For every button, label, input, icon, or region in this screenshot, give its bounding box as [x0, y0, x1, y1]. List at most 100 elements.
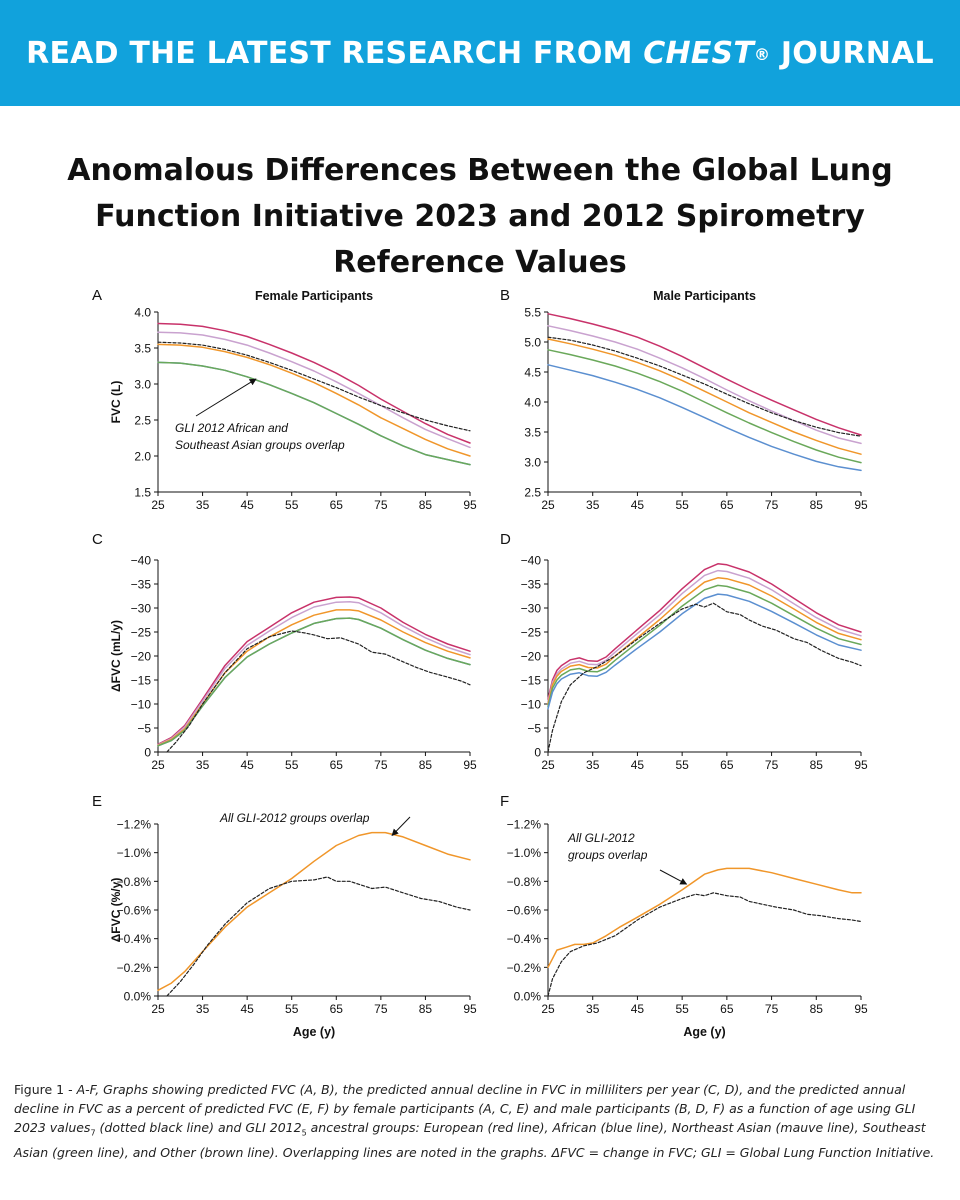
registered-mark: ® — [753, 44, 771, 64]
x-axis-label-f: Age (y) — [683, 1025, 725, 1039]
caption-text-b: (dotted black line) and GLI 2012 — [95, 1120, 302, 1135]
x-tick-label-b: 35 — [586, 498, 600, 512]
y-tick-label-c: −15 — [131, 674, 152, 688]
y-tick-label-e: −0.4% — [117, 932, 152, 946]
caption-lead: Figure 1 - — [14, 1082, 77, 1097]
x-tick-label-b: 75 — [765, 498, 779, 512]
panel-letter-c: C — [92, 531, 103, 548]
x-tick-label-c: 55 — [285, 758, 299, 772]
y-tick-label-b: 4.5 — [524, 366, 541, 380]
y-tick-label-a: 1.5 — [134, 486, 151, 500]
series-line-gli-2023-c — [166, 630, 471, 753]
x-tick-label-d: 75 — [765, 758, 779, 772]
y-tick-label-c: −20 — [131, 650, 152, 664]
x-tick-label-d: 85 — [810, 758, 824, 772]
series-line-gli-2023-b — [547, 336, 862, 437]
x-tick-label-b: 45 — [631, 498, 645, 512]
x-tick-label-e: 55 — [285, 1002, 299, 1016]
series-line-gli-2023-f — [547, 892, 862, 997]
x-tick-label-d: 35 — [586, 758, 600, 772]
annotation-text-f: groups overlap — [568, 848, 648, 862]
y-tick-label-e: −0.8% — [117, 875, 152, 889]
x-tick-label-e: 25 — [151, 1002, 165, 1016]
panel-title-b: Male Participants — [653, 289, 756, 303]
x-tick-label-b: 95 — [854, 498, 868, 512]
annotation-arrow-a — [195, 378, 257, 417]
series-line-european-b — [547, 313, 862, 436]
panel-letter-f: F — [500, 793, 509, 810]
x-tick-label-c: 65 — [330, 758, 344, 772]
y-tick-label-e: −1.2% — [117, 818, 152, 832]
x-tick-label-f: 65 — [720, 1002, 734, 1016]
x-tick-label-e: 85 — [419, 1002, 433, 1016]
x-tick-label-a: 45 — [240, 498, 254, 512]
x-axis-label-e: Age (y) — [293, 1025, 335, 1039]
x-tick-label-b: 85 — [810, 498, 824, 512]
series-line-northeast-asian-d — [547, 569, 862, 703]
x-tick-label-f: 25 — [541, 1002, 555, 1016]
y-tick-label-c: −10 — [131, 698, 152, 712]
y-tick-label-c: −40 — [131, 554, 152, 568]
annotation-arrow-f — [659, 869, 688, 885]
series-line-gli-2023-d — [547, 602, 862, 753]
y-axis-label-a: FVC (L) — [109, 381, 123, 424]
y-tick-label-b: 5.5 — [524, 306, 541, 320]
x-tick-label-d: 45 — [631, 758, 645, 772]
y-tick-label-e: −1.0% — [117, 846, 152, 860]
y-tick-label-f: −0.6% — [507, 904, 542, 918]
y-tick-label-e: 0.0% — [124, 990, 152, 1004]
x-tick-label-e: 65 — [330, 1002, 344, 1016]
y-tick-label-f: 0.0% — [514, 990, 542, 1004]
x-tick-label-c: 95 — [463, 758, 477, 772]
y-tick-label-d: −40 — [521, 554, 542, 568]
y-tick-label-d: −10 — [521, 698, 542, 712]
panel-letter-b: B — [500, 287, 510, 304]
journal-name: CHEST — [643, 35, 754, 71]
y-tick-label-d: −5 — [527, 722, 541, 736]
x-tick-label-f: 35 — [586, 1002, 600, 1016]
header-banner: READ THE LATEST RESEARCH FROM CHEST ® JOU… — [0, 0, 960, 106]
series-line-southeast-asian-a — [157, 361, 471, 466]
x-tick-label-f: 45 — [631, 1002, 645, 1016]
y-tick-label-e: −0.2% — [117, 961, 152, 975]
series-line-other-c — [157, 609, 471, 747]
y-tick-label-f: −0.4% — [507, 932, 542, 946]
series-line-african-d — [547, 593, 862, 710]
series-line-other-d — [547, 577, 862, 705]
series-line-european-c — [157, 596, 471, 746]
x-tick-label-b: 65 — [720, 498, 734, 512]
series-line-african-b — [547, 364, 862, 472]
y-tick-label-f: −0.2% — [507, 961, 542, 975]
y-axis-label-c: ΔFVC (mL/y) — [109, 620, 123, 692]
panel-title-a: Female Participants — [255, 289, 373, 303]
x-tick-label-b: 25 — [541, 498, 555, 512]
x-tick-label-e: 75 — [374, 1002, 388, 1016]
y-tick-label-b: 3.5 — [524, 426, 541, 440]
annotation-arrow-e — [391, 816, 411, 836]
series-line-northeast-asian-c — [157, 601, 471, 746]
x-tick-label-d: 95 — [854, 758, 868, 772]
y-tick-label-d: −15 — [521, 674, 542, 688]
x-tick-label-e: 95 — [463, 1002, 477, 1016]
series-line-northeast-asian-b — [547, 325, 862, 445]
x-tick-label-b: 55 — [675, 498, 689, 512]
banner-text: READ THE LATEST RESEARCH FROM — [26, 35, 644, 71]
panel-letter-a: A — [92, 287, 102, 304]
annotation-text-f: All GLI-2012 — [567, 831, 635, 845]
y-tick-label-a: 2.5 — [134, 414, 151, 428]
y-tick-label-a: 4.0 — [134, 306, 151, 320]
series-line-european-d — [547, 563, 862, 700]
series-line-southeast-asian-d — [547, 584, 862, 708]
y-tick-label-c: −30 — [131, 602, 152, 616]
y-tick-label-d: 0 — [534, 746, 541, 760]
series-line-gli-2023-e — [166, 876, 471, 997]
series-line-northeast-asian-a — [157, 331, 471, 449]
y-tick-label-b: 4.0 — [524, 396, 541, 410]
page-title: Anomalous Differences Between the Global… — [67, 153, 893, 280]
x-tick-label-a: 65 — [330, 498, 344, 512]
x-tick-label-d: 25 — [541, 758, 555, 772]
x-tick-label-e: 45 — [240, 1002, 254, 1016]
x-tick-label-f: 85 — [810, 1002, 824, 1016]
x-tick-label-c: 25 — [151, 758, 165, 772]
panel-letter-e: E — [92, 793, 102, 810]
